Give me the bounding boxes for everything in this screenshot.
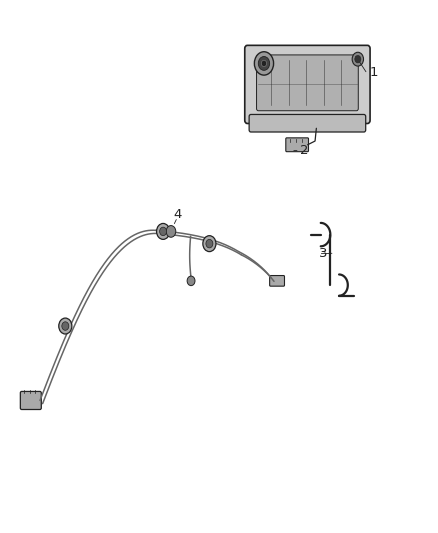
Circle shape — [261, 60, 267, 67]
Circle shape — [159, 227, 166, 236]
Circle shape — [156, 223, 170, 239]
Circle shape — [166, 225, 176, 237]
Circle shape — [59, 318, 72, 334]
FancyBboxPatch shape — [245, 45, 370, 124]
Circle shape — [355, 55, 361, 63]
Circle shape — [187, 276, 195, 286]
Text: 3: 3 — [319, 247, 327, 260]
Text: 1: 1 — [370, 66, 378, 79]
Circle shape — [203, 236, 216, 252]
Circle shape — [258, 56, 270, 70]
FancyBboxPatch shape — [286, 138, 308, 152]
FancyBboxPatch shape — [257, 55, 358, 111]
Circle shape — [62, 322, 69, 330]
Text: 2: 2 — [300, 144, 308, 157]
Circle shape — [254, 52, 274, 75]
Text: 4: 4 — [173, 208, 182, 221]
Circle shape — [206, 239, 213, 248]
FancyBboxPatch shape — [249, 115, 366, 132]
FancyBboxPatch shape — [20, 391, 41, 409]
FancyBboxPatch shape — [270, 276, 285, 286]
Circle shape — [352, 52, 364, 66]
